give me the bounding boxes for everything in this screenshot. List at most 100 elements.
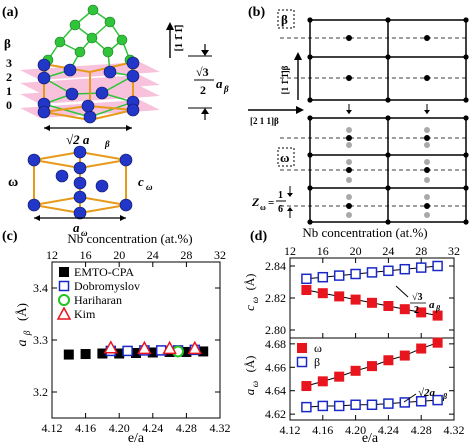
- b-shift-arrowhead: [424, 110, 430, 114]
- d-lower-ylabel: a: [242, 388, 257, 395]
- width-label-sub: β: [104, 139, 110, 149]
- b-atom: [346, 203, 352, 209]
- c-point: [147, 347, 158, 358]
- d-lower-annot-sub: β: [442, 392, 448, 401]
- height-dimension: √3 2 a β: [188, 44, 229, 120]
- panel-c-label: (c): [2, 229, 18, 244]
- d-ytick-label: 2.84: [265, 259, 286, 273]
- panel-d: (d) Nb concentration (at.%) 4.12 4.16 4.20…: [242, 225, 465, 444]
- d-point: [399, 350, 410, 361]
- d-point: [301, 273, 312, 285]
- d-point: [367, 297, 377, 308]
- c-legend-label: Dobromyslov: [74, 279, 140, 293]
- d-point: [317, 271, 329, 283]
- c-ytick-label: 3.2: [33, 385, 48, 399]
- d-legend: ωβ: [296, 341, 322, 369]
- d-lower-annot-pointer: [403, 393, 417, 403]
- phase-beta-label: β: [4, 36, 11, 51]
- b-atom-shifted: [346, 142, 352, 148]
- c-xlabel: e/a: [128, 431, 145, 444]
- d-upper-ylabel-sub: ω: [250, 297, 260, 303]
- layer-label-0: 0: [6, 98, 12, 112]
- d-ytick-label: 2.80: [265, 323, 286, 337]
- b-atom: [424, 167, 430, 173]
- c-point: [80, 349, 91, 360]
- d-point: [416, 307, 427, 318]
- dir-vertical-label: [1 1̄ 1̄]β: [280, 65, 290, 94]
- height-label-bottom: 2: [200, 83, 206, 97]
- d-top-axis-label: Nb concentration (at.%): [302, 225, 427, 240]
- c-legend-marker: [59, 267, 69, 277]
- c-xtick-label: 4.12: [42, 421, 63, 435]
- direction-arrow: [1 1̄ 1̄]: [166, 22, 185, 58]
- b-atom: [307, 97, 313, 103]
- d-point: [301, 381, 312, 392]
- dir-horizontal-label: [2 1 1]β: [250, 116, 279, 126]
- c-toptick-label: 32: [214, 248, 226, 262]
- b-atom-shifted: [346, 194, 352, 200]
- b-atom: [307, 219, 313, 225]
- c-toptick-label: 12: [46, 248, 58, 262]
- b-atom: [385, 54, 391, 60]
- projection-grid: [280, 17, 469, 225]
- c-top-axis-label: Nb concentration (at.%): [67, 231, 192, 246]
- box-beta: [277, 9, 295, 29]
- c-xtick-label: 4.28: [176, 421, 197, 435]
- c-legend-label: Kim: [74, 307, 96, 321]
- z-den: 6: [278, 204, 283, 215]
- d-marks: [301, 260, 443, 413]
- box-omega: [277, 147, 295, 167]
- b-atom-shifted: [424, 194, 430, 200]
- width-dimension: √2 a β: [44, 125, 132, 149]
- b-atom: [424, 203, 430, 209]
- c-point: [103, 340, 119, 354]
- b-atom: [385, 17, 391, 23]
- d-xtick-label: 4.16: [312, 423, 333, 437]
- c-ylabel: a: [15, 340, 30, 347]
- b-atom: [307, 115, 313, 121]
- b-atom: [307, 152, 313, 158]
- c-point: [114, 348, 125, 359]
- omega-a-sub: ω: [81, 228, 88, 238]
- dir-horizontal-arrowhead: [296, 106, 304, 114]
- d-ytick-label: 4.68: [265, 337, 286, 351]
- z-arrow-top-head: [287, 193, 293, 197]
- z-arrow-bottom-head: [287, 207, 293, 211]
- c-point: [198, 346, 209, 357]
- d-point: [333, 270, 345, 281]
- panel-a-label: (a): [2, 5, 19, 20]
- d-point: [350, 294, 361, 305]
- b-atom-shifted: [424, 177, 430, 183]
- c-toptick-label: 28: [180, 248, 192, 262]
- c-legend-marker: [56, 306, 72, 320]
- b-atom: [307, 54, 313, 60]
- panel-b: (b) β ω [1 1̄ 1̄]β [2 1 1]β Z ω = 1 6: [248, 5, 469, 225]
- c-toptick-label: 24: [147, 248, 159, 262]
- b-atom: [307, 185, 313, 191]
- d-point: [432, 394, 443, 406]
- c-xtick-label: 4.24: [142, 421, 163, 435]
- d-legend-marker: [296, 356, 308, 368]
- z-label: Z: [251, 195, 260, 209]
- d-toptick-label: 12: [284, 244, 296, 258]
- c-ytick-label: 3.3: [33, 333, 48, 347]
- omega-a-label: a: [73, 220, 80, 235]
- layer-label-1: 1: [6, 84, 12, 98]
- c-axes: 4.12 4.16 4.20 4.24 4.28 4.32 12 16 20 24 28 32 3.2 3…: [33, 248, 231, 435]
- d-ytick-label: 4.64: [265, 384, 286, 398]
- d-upper-annot-den: 2: [414, 305, 419, 316]
- c-point: [97, 348, 108, 359]
- b-atom: [385, 115, 391, 121]
- b-atom-shifted: [346, 159, 352, 165]
- c-point: [63, 349, 74, 360]
- c-toptick-label: 16: [80, 248, 92, 262]
- b-atom-shifted: [424, 127, 430, 133]
- d-point: [366, 267, 378, 278]
- d-point: [415, 396, 427, 407]
- c-legend-label: EMTO-CPA: [74, 265, 134, 279]
- b-atom: [463, 152, 469, 158]
- c-xtick-label: 4.20: [109, 421, 130, 435]
- c-point: [131, 348, 141, 358]
